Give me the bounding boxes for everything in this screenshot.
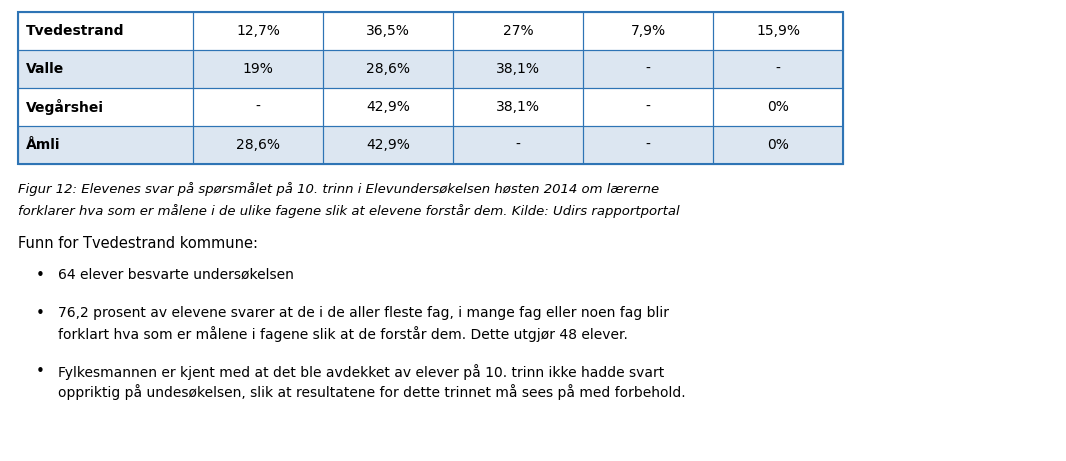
Bar bbox=[453, 126, 583, 164]
Bar bbox=[18, 126, 193, 164]
Bar bbox=[323, 12, 453, 50]
Text: -: - bbox=[776, 62, 780, 76]
Bar bbox=[713, 88, 843, 126]
Bar bbox=[193, 50, 323, 88]
Text: Fylkesmannen er kjent med at det ble avdekket av elever på 10. trinn ikke hadde : Fylkesmannen er kjent med at det ble avd… bbox=[58, 364, 664, 380]
Bar bbox=[323, 88, 453, 126]
Bar bbox=[583, 88, 713, 126]
Text: 19%: 19% bbox=[243, 62, 274, 76]
Text: Tvedestrand: Tvedestrand bbox=[26, 24, 125, 38]
Text: 7,9%: 7,9% bbox=[630, 24, 665, 38]
Text: -: - bbox=[646, 62, 650, 76]
Text: Valle: Valle bbox=[26, 62, 64, 76]
Text: -: - bbox=[256, 100, 260, 114]
Text: •: • bbox=[35, 306, 45, 320]
Bar bbox=[453, 88, 583, 126]
Bar bbox=[453, 12, 583, 50]
Bar bbox=[583, 12, 713, 50]
Text: Vegårshei: Vegårshei bbox=[26, 99, 104, 115]
Text: 64 elever besvarte undersøkelsen: 64 elever besvarte undersøkelsen bbox=[58, 268, 294, 282]
Text: 12,7%: 12,7% bbox=[236, 24, 280, 38]
Text: 36,5%: 36,5% bbox=[366, 24, 410, 38]
Bar bbox=[453, 50, 583, 88]
Bar bbox=[323, 50, 453, 88]
Text: forklart hva som er målene i fagene slik at de forstår dem. Dette utgjør 48 elev: forklart hva som er målene i fagene slik… bbox=[58, 326, 628, 342]
Bar bbox=[193, 88, 323, 126]
Bar bbox=[18, 12, 843, 164]
Text: 0%: 0% bbox=[768, 138, 789, 152]
Text: 42,9%: 42,9% bbox=[366, 138, 410, 152]
Text: 15,9%: 15,9% bbox=[756, 24, 800, 38]
Text: 76,2 prosent av elevene svarer at de i de aller fleste fag, i mange fag eller no: 76,2 prosent av elevene svarer at de i d… bbox=[58, 306, 669, 320]
Text: Figur 12: Elevenes svar på spørsmålet på 10. trinn i Elevundersøkelsen høsten 20: Figur 12: Elevenes svar på spørsmålet på… bbox=[18, 182, 659, 196]
Bar bbox=[18, 88, 843, 126]
Text: 38,1%: 38,1% bbox=[496, 100, 540, 114]
Bar bbox=[713, 12, 843, 50]
Bar bbox=[18, 50, 193, 88]
Text: 27%: 27% bbox=[503, 24, 533, 38]
Text: forklarer hva som er målene i de ulike fagene slik at elevene forstår dem. Kilde: forklarer hva som er målene i de ulike f… bbox=[18, 204, 680, 218]
Bar bbox=[713, 126, 843, 164]
Bar bbox=[193, 126, 323, 164]
Bar bbox=[583, 50, 713, 88]
Bar bbox=[193, 12, 323, 50]
Text: -: - bbox=[646, 100, 650, 114]
Bar bbox=[713, 50, 843, 88]
Bar bbox=[323, 126, 453, 164]
Text: 38,1%: 38,1% bbox=[496, 62, 540, 76]
Text: 0%: 0% bbox=[768, 100, 789, 114]
Bar bbox=[18, 126, 843, 164]
Text: 42,9%: 42,9% bbox=[366, 100, 410, 114]
Text: Funn for Tvedestrand kommune:: Funn for Tvedestrand kommune: bbox=[18, 236, 258, 251]
Text: Åmli: Åmli bbox=[26, 138, 61, 152]
Text: oppriktig på undesøkelsen, slik at resultatene for dette trinnet må sees på med : oppriktig på undesøkelsen, slik at resul… bbox=[58, 384, 685, 400]
Bar bbox=[18, 50, 843, 88]
Text: -: - bbox=[646, 138, 650, 152]
Text: •: • bbox=[35, 267, 45, 283]
Bar bbox=[583, 126, 713, 164]
Bar bbox=[18, 88, 193, 126]
Bar bbox=[18, 12, 843, 50]
Bar bbox=[18, 12, 193, 50]
Text: 28,6%: 28,6% bbox=[366, 62, 410, 76]
Text: 28,6%: 28,6% bbox=[236, 138, 280, 152]
Text: •: • bbox=[35, 364, 45, 378]
Text: -: - bbox=[516, 138, 520, 152]
